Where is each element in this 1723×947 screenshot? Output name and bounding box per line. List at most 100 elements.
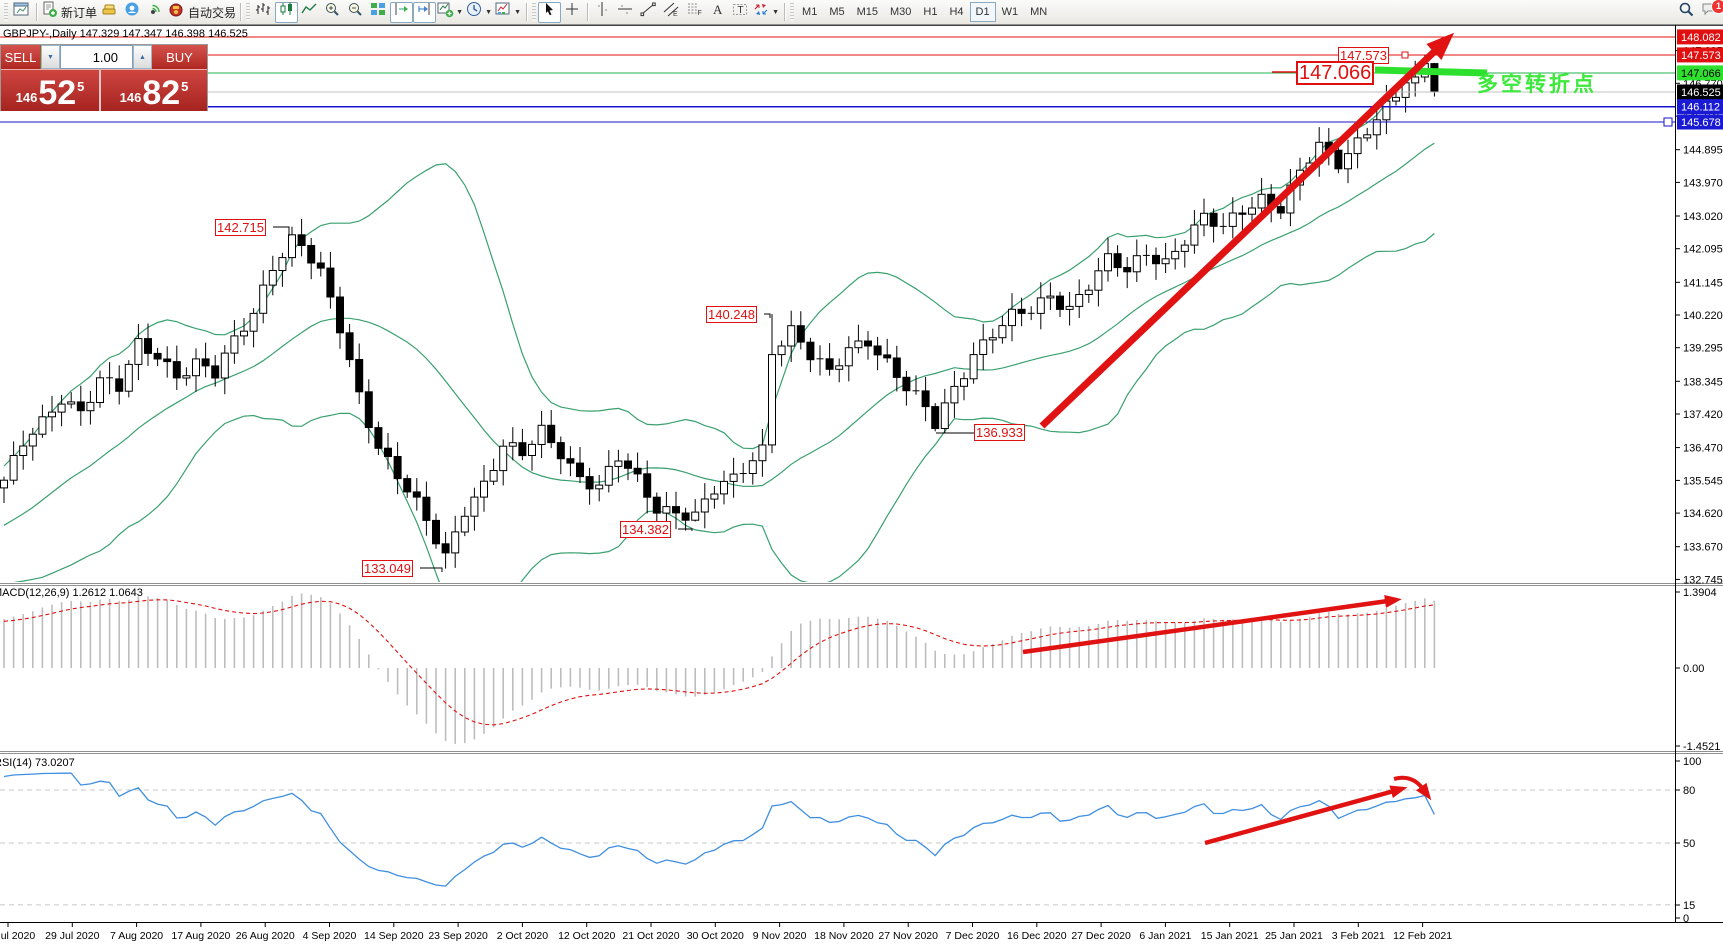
market-watch-button[interactable] — [98, 2, 121, 23]
volume-input[interactable] — [60, 45, 133, 69]
bear-candle-body — [326, 267, 335, 298]
timeframe-mn-button[interactable]: MN — [1030, 6, 1048, 18]
candlestick-mode-button[interactable] — [275, 1, 299, 23]
one-click-trade-panel: SELL ▼ ▲ BUY 146 52 5 146 82 5 — [0, 44, 208, 111]
price-line-badge — [1677, 84, 1723, 100]
zoomin-icon — [324, 1, 341, 23]
bull-candle-body — [854, 340, 863, 349]
bear-candle-body — [921, 390, 930, 408]
equidistant-channel-button[interactable]: E — [660, 2, 683, 23]
autotrade-icon — [168, 1, 185, 23]
price-text-label[interactable]: 134.382 — [620, 521, 671, 538]
timeframe-m30-button[interactable]: M30 — [890, 6, 912, 18]
text-label-button[interactable]: T — [729, 2, 752, 23]
search-button[interactable] — [1675, 2, 1698, 23]
timeframe-h1-button[interactable]: H1 — [923, 6, 938, 18]
buy-button[interactable]: BUY — [152, 45, 207, 69]
price-text-label[interactable]: 136.933 — [974, 424, 1025, 441]
macd-signal-line — [3, 599, 1435, 726]
turning-point-text-annotation[interactable]: 多空转折点 — [1477, 73, 1597, 96]
auto-trading-button[interactable]: 自动交易 — [167, 2, 237, 23]
price-tick-label: 143.020 — [1683, 211, 1723, 223]
templates-button[interactable]: ▼ — [494, 2, 523, 23]
object-handle[interactable] — [1663, 117, 1673, 127]
signals-button[interactable] — [144, 2, 167, 23]
rsi-pane — [0, 772, 1675, 906]
sell-button[interactable]: SELL — [1, 45, 41, 69]
vertical-line-button[interactable] — [591, 2, 614, 23]
green-trend-segment[interactable] — [1374, 66, 1488, 77]
bull-candle-body — [1228, 212, 1237, 227]
indicators-button[interactable]: ▼ — [436, 2, 465, 23]
volume-up-button[interactable]: ▲ — [133, 45, 152, 69]
reversal-hook-arrow[interactable] — [1393, 775, 1432, 801]
bear-candle-body — [1123, 267, 1132, 273]
new-order-button[interactable]: 新订单 — [40, 1, 98, 23]
dropdown-caret-icon: ▼ — [456, 8, 463, 16]
bull-candle-body — [480, 480, 488, 498]
shift-icon — [416, 1, 433, 23]
line-chart-mode-button[interactable] — [298, 2, 321, 23]
messenger-button[interactable] — [121, 2, 144, 23]
bid-price[interactable]: 146 52 5 — [1, 70, 101, 111]
bull-candle-body — [604, 465, 613, 486]
timeframe-w1-button[interactable]: W1 — [1001, 6, 1019, 18]
price-text-label[interactable]: 140.248 — [706, 306, 757, 323]
cursor-icon — [541, 1, 558, 23]
crosshair-icon — [564, 1, 581, 23]
notifications-button[interactable]: 1 — [1698, 0, 1723, 23]
trend-arrow-macd[interactable] — [1022, 594, 1402, 655]
trend-arrow-main[interactable] — [1039, 32, 1455, 429]
arrows-icon — [753, 1, 770, 23]
fibonacci-button[interactable]: F — [683, 2, 706, 23]
price-line-badge — [1677, 65, 1723, 81]
rsi-axis-label: 50 — [1683, 838, 1695, 850]
crosshair-button[interactable] — [561, 2, 584, 23]
arrows-button[interactable]: ▼ — [752, 2, 781, 23]
timeframe-m15-button[interactable]: M15 — [856, 6, 878, 18]
bid-pips: 52 — [38, 74, 77, 112]
date-tick-label: 7 Dec 2020 — [946, 930, 1000, 942]
text-button[interactable]: A — [706, 2, 729, 23]
volume-down-button[interactable]: ▼ — [41, 45, 60, 69]
date-tick-label: 17 Aug 2020 — [171, 930, 230, 942]
bull-candle-body — [240, 330, 248, 337]
bull-candle-body — [1180, 244, 1189, 252]
trendline-button[interactable] — [637, 2, 660, 23]
periods-button[interactable]: ▼ — [465, 2, 494, 23]
auto-scroll-button[interactable] — [390, 1, 414, 23]
bull-candle-body — [1257, 193, 1266, 209]
auto-trading-button-label: 自动交易 — [188, 5, 237, 20]
zoom-out-button[interactable] — [344, 2, 367, 23]
price-text-label[interactable]: 133.049 — [362, 560, 413, 577]
zoom-in-button[interactable] — [321, 2, 344, 23]
timeframe-h4-button[interactable]: H4 — [949, 6, 964, 18]
price-text-label-major[interactable]: 147.066 — [1296, 61, 1375, 85]
tile-windows-button[interactable] — [367, 2, 390, 23]
zoomout-icon — [347, 1, 364, 23]
date-tick-label: 30 Oct 2020 — [687, 930, 744, 942]
bull-candle-body — [700, 498, 709, 513]
horizontal-line-button[interactable] — [614, 2, 637, 23]
bar-chart-mode-button[interactable] — [252, 2, 275, 23]
bear-candle-body — [576, 462, 584, 478]
charts-window-button[interactable] — [10, 2, 33, 23]
timeframe-m5-button[interactable]: M5 — [829, 6, 845, 18]
object-handle[interactable] — [1401, 51, 1409, 59]
timeframe-m1-button[interactable]: M1 — [802, 6, 818, 18]
chart-shift-button[interactable] — [413, 1, 437, 23]
bear-candle-body — [345, 332, 354, 361]
ask-price[interactable]: 146 82 5 — [101, 70, 207, 111]
timeframe-d1-button[interactable]: D1 — [969, 2, 996, 22]
bull-candle-body — [1372, 119, 1381, 136]
rsi-axis-label: 0 — [1683, 913, 1689, 925]
bear-candle-body — [556, 442, 565, 460]
bull-candle-body — [1363, 134, 1372, 139]
channel-icon: E — [663, 1, 680, 23]
fibo-icon: F — [686, 1, 703, 23]
cursor-button[interactable] — [538, 1, 562, 23]
date-tick-label: 29 Jul 2020 — [45, 930, 99, 942]
price-text-label[interactable]: 142.715 — [215, 219, 266, 236]
price-tick-label: 140.220 — [1683, 310, 1723, 322]
trend-arrow-rsi[interactable] — [1204, 785, 1408, 846]
